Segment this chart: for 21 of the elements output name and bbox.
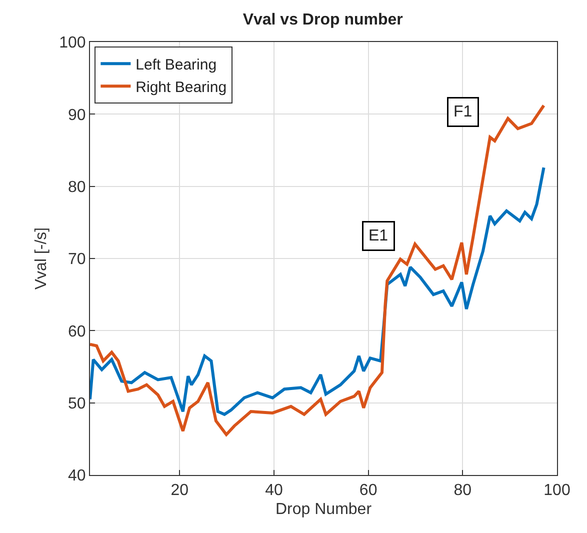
- x-tick-label: 100: [544, 482, 570, 500]
- y-tick-label: 70: [68, 251, 86, 268]
- chart-title: Vval vs Drop number: [242, 12, 403, 29]
- annotation: E1: [368, 228, 388, 244]
- x-tick-label: 80: [454, 482, 472, 500]
- y-tick-label: 80: [68, 178, 86, 196]
- line-series: [90, 104, 546, 436]
- y-tick-label: 50: [68, 395, 86, 412]
- x-axis-title: Drop Number: [275, 500, 372, 518]
- legend-label: Right Bearing: [136, 78, 227, 96]
- annotation: F1: [454, 104, 472, 120]
- y-tick-label: 40: [68, 468, 86, 485]
- legend-label: Left Bearing: [136, 56, 217, 74]
- x-tick-label: 40: [265, 482, 283, 500]
- x-tick-label: 20: [170, 482, 189, 500]
- y-tick-label: 90: [68, 106, 86, 124]
- y-axis-title: Vval [-/s]: [32, 227, 50, 290]
- y-tick-label: 100: [59, 34, 86, 52]
- y-tick-label: 60: [68, 323, 86, 340]
- x-tick-label: 60: [359, 482, 378, 500]
- line-series: [90, 166, 546, 416]
